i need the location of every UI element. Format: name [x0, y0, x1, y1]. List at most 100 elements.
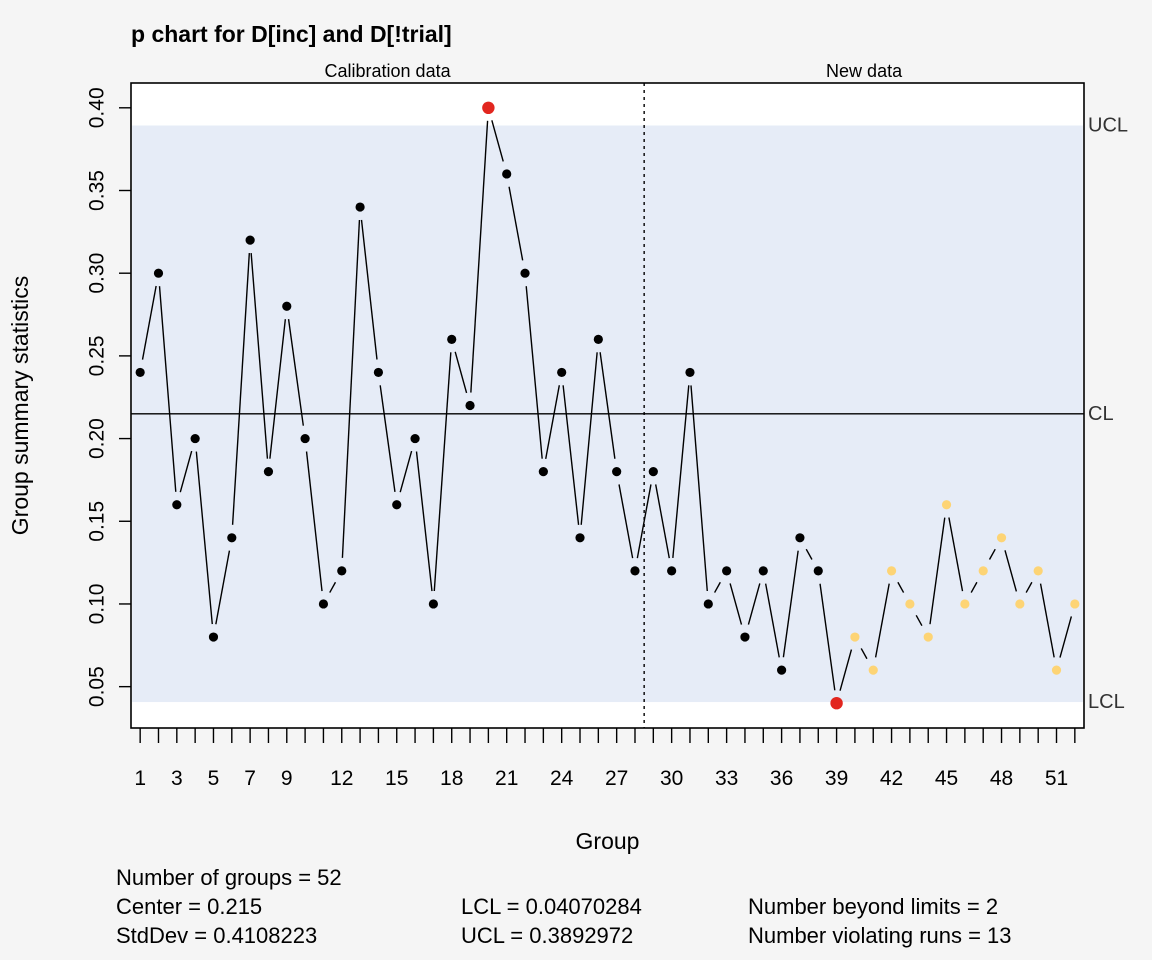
series-segment	[1004, 550, 1018, 592]
data-point-violating-run	[1070, 599, 1080, 609]
data-point-violating-run	[868, 665, 878, 675]
data-point	[813, 566, 823, 576]
series-segment	[729, 583, 743, 625]
violating-runs-count: Number violating runs = 13	[748, 923, 1012, 948]
ucl-value: UCL = 0.3892972	[461, 923, 634, 948]
series-segment	[158, 286, 177, 492]
x-tick-label: 33	[715, 767, 738, 790]
y-tick-label: 0.20	[86, 418, 109, 459]
x-tick-label: 21	[495, 767, 518, 790]
data-point	[282, 301, 292, 311]
series-segment	[1039, 583, 1055, 658]
data-point	[263, 467, 274, 477]
data-point	[172, 500, 182, 510]
data-point	[392, 500, 402, 510]
data-point	[135, 367, 145, 378]
y-tick-label: 0.15	[86, 501, 109, 542]
stddev-value: StdDev = 0.4108223	[116, 923, 318, 948]
series-segment	[470, 120, 489, 393]
data-point	[227, 533, 237, 543]
series-segment	[636, 484, 652, 559]
series-segment	[305, 451, 323, 592]
x-tick-label: 9	[281, 767, 293, 790]
series-segment	[929, 517, 946, 625]
series-segment	[215, 550, 231, 625]
data-point	[208, 632, 219, 642]
series-segment	[839, 649, 853, 691]
x-tick-label: 30	[660, 767, 683, 790]
series-segment	[195, 451, 213, 625]
series-segment	[525, 286, 543, 459]
x-tick-label: 51	[1045, 767, 1068, 790]
series-segment	[508, 186, 524, 261]
series-segment	[562, 385, 580, 525]
data-point	[648, 467, 658, 477]
series-segment	[860, 648, 868, 660]
cl-label: CL	[1088, 403, 1114, 425]
series-segment	[805, 548, 813, 560]
y-tick-label: 0.25	[86, 335, 109, 376]
summary-col-middle: LCL = 0.04070284 UCL = 0.3892972	[461, 892, 642, 950]
data-point-beyond-limits	[830, 696, 843, 710]
series-segment	[690, 385, 708, 592]
data-point	[593, 334, 603, 344]
ucl-label: UCL	[1088, 115, 1128, 137]
x-tick-label: 24	[550, 767, 574, 790]
series-segment	[672, 385, 690, 559]
series-segment	[874, 583, 890, 658]
lcl-label: LCL	[1088, 691, 1125, 713]
data-point-violating-run	[923, 632, 933, 642]
y-axis-title: Group summary statistics	[7, 276, 33, 535]
series-segment	[915, 614, 923, 627]
data-point-violating-run	[1015, 599, 1025, 609]
series-segment	[764, 583, 780, 658]
series-segment	[250, 253, 269, 459]
data-point	[245, 235, 255, 245]
data-point	[355, 202, 365, 212]
data-point	[740, 632, 750, 642]
series-segment	[379, 385, 396, 492]
series-segment	[580, 352, 598, 525]
series-segment	[454, 351, 468, 394]
data-point-beyond-limits	[482, 101, 495, 115]
x-tick-label: 42	[880, 767, 903, 790]
data-point-violating-run	[1051, 665, 1062, 675]
series-segment	[545, 385, 561, 459]
series-segment	[433, 352, 452, 592]
series-segment	[747, 583, 761, 625]
x-tick-label: 36	[770, 767, 793, 790]
plot-frame	[130, 82, 1085, 729]
summary-col-right: Number beyond limits = 2 Number violatin…	[748, 892, 1012, 950]
data-point	[520, 268, 530, 278]
x-tick-label: 39	[825, 767, 848, 790]
x-tick-label: 12	[330, 767, 353, 790]
y-tick-label: 0.05	[86, 666, 109, 707]
series-segment	[1059, 616, 1073, 658]
series-segment	[819, 583, 836, 691]
series-segment	[782, 550, 799, 658]
data-point-violating-run	[1033, 566, 1043, 576]
x-tick-label: 18	[440, 767, 463, 790]
x-tick-label: 45	[935, 767, 958, 790]
number-of-groups: Number of groups = 52	[116, 865, 342, 890]
data-point-violating-run	[886, 566, 897, 576]
series-segment	[329, 581, 337, 593]
x-tick-label: 3	[171, 767, 183, 790]
data-point-violating-run	[960, 599, 970, 609]
series-segment	[399, 450, 413, 493]
data-point	[667, 566, 677, 576]
data-point-violating-run	[941, 500, 952, 510]
summary-col-left: Number of groups = 52 Center = 0.215 Std…	[116, 863, 342, 950]
data-point-violating-run	[978, 566, 988, 576]
data-point	[410, 433, 420, 444]
series-segment	[713, 581, 721, 593]
x-tick-label: 1	[134, 767, 146, 790]
beyond-limits-count: Number beyond limits = 2	[748, 894, 999, 919]
data-point-violating-run	[905, 599, 915, 609]
series-segment	[654, 484, 670, 559]
y-tick-label: 0.30	[86, 253, 109, 294]
x-tick-label: 7	[244, 767, 256, 790]
y-tick-label: 0.35	[86, 170, 109, 211]
data-point	[538, 467, 548, 477]
